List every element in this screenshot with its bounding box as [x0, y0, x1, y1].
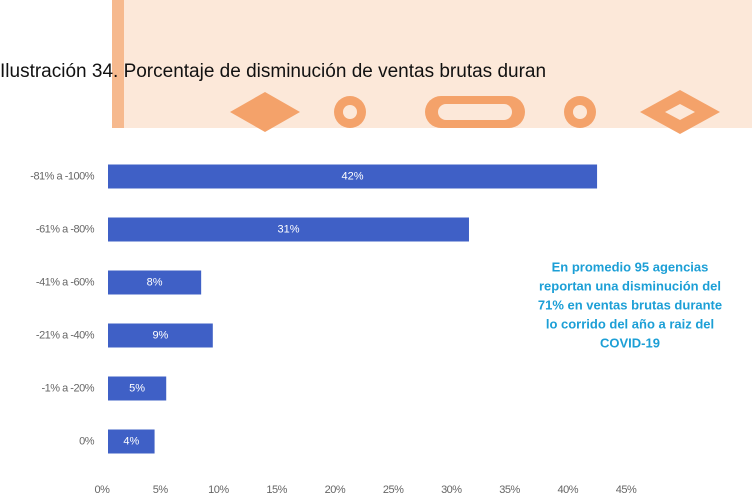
chart-title: Ilustración 34. Porcentaje de disminució… [0, 61, 546, 82]
value-label: 8% [147, 276, 163, 288]
y-tick-label: -21% a -40% [36, 329, 95, 341]
annotation: COVID-19 [600, 335, 660, 350]
bar [108, 217, 469, 242]
value-label: 5% [129, 382, 145, 394]
annotation: lo corrido del año a raiz del [546, 316, 714, 331]
annotation: En promedio 95 agencias [552, 259, 709, 274]
bar [108, 323, 213, 348]
value-label: 31% [277, 223, 299, 235]
y-tick-label: -41% a -60% [36, 276, 95, 288]
watermark [112, 0, 752, 134]
y-tick-label: 0% [79, 435, 95, 447]
x-tick-label: 40% [558, 484, 579, 496]
bar [108, 164, 598, 189]
y-tick-label: -81% a -100% [30, 170, 94, 182]
value-label: 42% [342, 170, 364, 182]
x-tick-label: 45% [616, 484, 637, 496]
value-label: 4% [123, 435, 139, 447]
annotation: reportan una disminución del [539, 278, 721, 293]
x-tick-label: 15% [266, 484, 287, 496]
bar [108, 376, 167, 401]
x-tick-label: 0% [95, 484, 111, 496]
value-label: 9% [152, 329, 168, 341]
x-tick-label: 5% [153, 484, 169, 496]
y-tick-label: -1% a -20% [42, 382, 95, 394]
x-tick-label: 35% [499, 484, 520, 496]
annotation: 71% en ventas brutas durante [538, 297, 722, 312]
x-tick-label: 30% [441, 484, 462, 496]
x-tick-label: 20% [325, 484, 346, 496]
bar [108, 270, 202, 295]
bar [108, 429, 155, 454]
x-tick-label: 25% [383, 484, 404, 496]
y-tick-label: -61% a -80% [36, 223, 95, 235]
x-tick-label: 10% [208, 484, 229, 496]
